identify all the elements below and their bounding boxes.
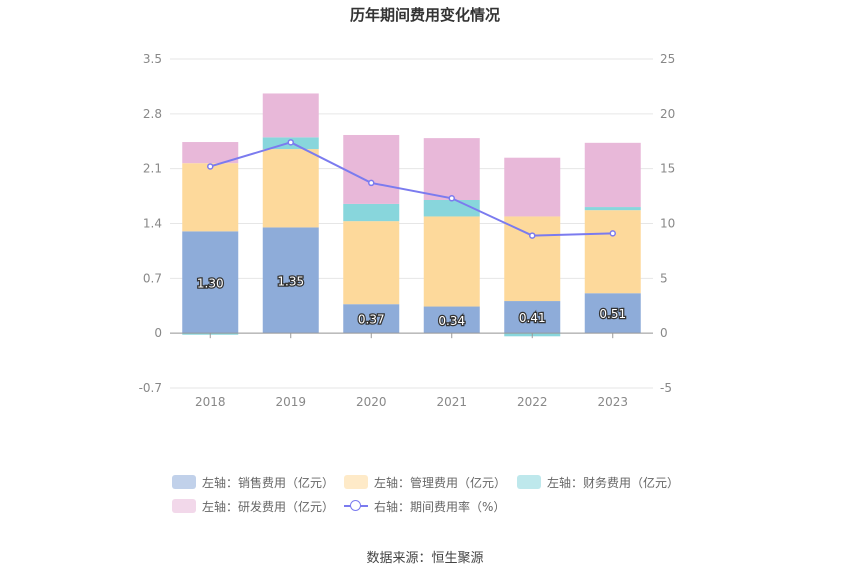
source-note: 数据来源：恒生聚源 <box>366 551 484 566</box>
bar-1 <box>584 293 641 334</box>
bar-1 <box>504 301 561 334</box>
data-label: 0.41 <box>519 311 546 325</box>
bar-1 <box>262 227 319 334</box>
bar-2 <box>182 163 239 232</box>
y-right-tick-label: 25 <box>660 52 675 66</box>
y-right-tick-label: 5 <box>660 271 668 285</box>
x-tick-label: 2020 <box>356 395 387 409</box>
data-label: 0.37 <box>358 313 385 327</box>
chart-title: 历年期间费用变化情况 <box>349 6 500 24</box>
bar-1 <box>423 306 480 334</box>
legend-swatch-finance <box>517 475 541 489</box>
y-right-tick-label: 10 <box>660 217 675 231</box>
bar-4 <box>584 142 641 208</box>
legend-item-admin[interactable]: 左轴：管理费用（亿元） <box>344 474 506 490</box>
bar-4 <box>343 134 400 204</box>
y-left-tick-label: 3.5 <box>143 52 162 66</box>
y-right-tick-label: 20 <box>660 107 675 121</box>
legend-item-sales[interactable]: 左轴：销售费用（亿元） <box>172 474 334 490</box>
legend-label-rd: 左轴：研发费用（亿元） <box>202 499 335 514</box>
y-left-tick-label: 1.4 <box>143 217 162 231</box>
data-label: 0.51 <box>599 307 626 321</box>
y-right-tick-label: 15 <box>660 162 675 176</box>
line-point <box>207 163 214 170</box>
line-point <box>287 139 294 146</box>
x-tick-label: 2023 <box>597 395 628 409</box>
data-label: 1.30 <box>197 276 224 290</box>
bar-2 <box>423 216 480 307</box>
y-left-tick-label: 0 <box>154 326 162 340</box>
bar-1 <box>343 304 400 334</box>
bar-4 <box>504 157 561 217</box>
bar-2 <box>504 216 561 302</box>
x-tick-label: 2022 <box>517 395 548 409</box>
bar-4 <box>182 142 239 164</box>
legend-label-admin: 左轴：管理费用（亿元） <box>374 475 507 490</box>
bar-3 <box>584 207 641 211</box>
data-label: 1.35 <box>277 274 304 288</box>
x-tick-label: 2018 <box>195 395 226 409</box>
line-point <box>368 179 375 187</box>
legend-label-finance: 左轴：财务费用（亿元） <box>547 475 680 490</box>
y-right-tick-label: -5 <box>660 381 672 395</box>
legend-swatch-rd <box>172 499 196 513</box>
data-label: 0.34 <box>438 314 465 328</box>
line-point <box>448 195 455 202</box>
legend-label-rate: 右轴：期间费用率（%） <box>374 499 506 514</box>
line-point <box>609 230 616 237</box>
y-left-tick-label: -0.7 <box>139 381 162 395</box>
x-tick-label: 2021 <box>436 395 467 409</box>
x-tick-label: 2019 <box>275 395 306 409</box>
line-point <box>529 232 536 239</box>
bar-3 <box>343 203 400 222</box>
y-left-tick-label: 2.1 <box>143 162 162 176</box>
bar-1 <box>182 231 239 334</box>
bar-4 <box>423 138 480 200</box>
legend-item-rate[interactable]: 右轴：期间费用率（%） <box>344 498 505 514</box>
legend-label-sales: 左轴：销售费用（亿元） <box>202 475 335 490</box>
y-right-tick-label: 0 <box>660 326 668 340</box>
legend-item-finance[interactable]: 左轴：财务费用（亿元） <box>517 474 679 490</box>
legend-swatch-rate <box>344 499 368 513</box>
bar-2 <box>262 149 319 228</box>
chart-plot: 3.5 2.8 2.1 1.4 0.7 0 -0.7 25 20 15 10 5 0 -5 2018 2019… <box>139 52 676 409</box>
bar-2 <box>343 221 400 305</box>
y-left-tick-label: 0.7 <box>143 271 162 285</box>
bar-2 <box>584 210 641 294</box>
y-left-tick-label: 2.8 <box>143 107 162 121</box>
line-series-path <box>209 141 613 237</box>
bar-4 <box>262 93 319 138</box>
legend-swatch-sales <box>172 475 196 489</box>
legend-item-rd[interactable]: 左轴：研发费用（亿元） <box>172 498 334 514</box>
legend-swatch-admin <box>344 475 368 489</box>
